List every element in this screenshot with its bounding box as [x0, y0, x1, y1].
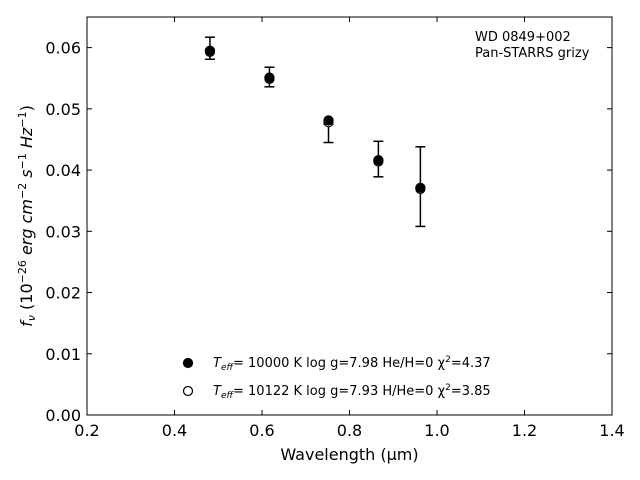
legend-marker-filled — [182, 357, 194, 369]
model-point-filled-top — [264, 72, 275, 83]
y-tick-label: 0.04 — [45, 161, 81, 180]
model-point-filled-top — [415, 182, 426, 193]
y-tick-label: 0.01 — [45, 345, 81, 364]
legend-label: Teff= 10122 K log g=7.93 H/He=0 χ2=3.85 — [213, 383, 491, 401]
x-axis-title: Wavelength (μm) — [280, 445, 418, 464]
y-tick-label: 0.02 — [45, 284, 81, 303]
model-point-filled-top — [373, 155, 384, 166]
model-point-filled-top — [204, 45, 216, 56]
annotation-line: WD 0849+002 — [475, 30, 571, 45]
y-tick-label: 0.00 — [45, 406, 81, 425]
x-tick-label: 1.0 — [424, 421, 449, 440]
y-axis-title: fν (10−26 erg cm−2 s−1 Hz−1) — [16, 105, 38, 327]
x-tick-label: 0.2 — [74, 421, 99, 440]
model-point-filled-top — [323, 115, 334, 126]
x-tick-label: 1.2 — [512, 421, 537, 440]
legend: Teff= 10000 K log g=7.98 He/H=0 χ2=4.37 T… — [182, 355, 491, 401]
y-tick-label: 0.03 — [45, 222, 81, 241]
x-tick-label: 1.4 — [599, 421, 624, 440]
x-tick-label: 0.6 — [249, 421, 274, 440]
axis-ticks — [86, 17, 613, 416]
x-tick-label: 0.8 — [337, 421, 362, 440]
legend-marker-open — [182, 385, 194, 397]
y-tick-label: 0.06 — [45, 39, 81, 58]
error-bars — [204, 36, 426, 228]
model-points — [204, 45, 426, 195]
tick-labels: 0.2 0.4 0.6 0.8 1.0 1.2 1.4 0.00 0.01 0.02 0.03 0.0… — [45, 39, 624, 440]
y-tick-label: 0.05 — [45, 100, 81, 119]
annotation-line: Pan-STARRS grizy — [475, 46, 590, 61]
legend-label: Teff= 10000 K log g=7.98 He/H=0 χ2=4.37 — [213, 355, 491, 373]
x-tick-label: 0.4 — [162, 421, 187, 440]
